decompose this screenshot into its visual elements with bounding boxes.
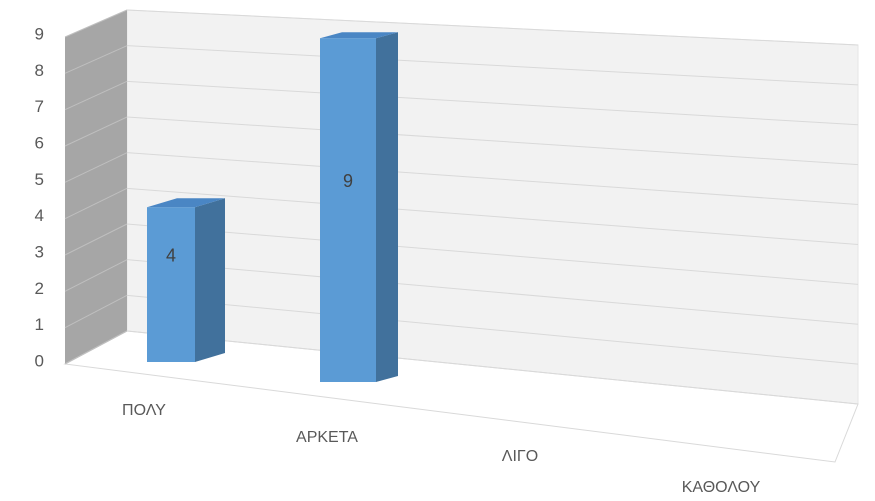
y-tick-label: 7 xyxy=(35,97,44,116)
gridline-back xyxy=(126,294,859,365)
x-category-label: ΛΙΓΟ xyxy=(502,448,538,465)
gridline-back xyxy=(126,223,859,285)
y-axis: 0 1 2 3 4 5 6 7 8 9 xyxy=(35,24,44,370)
gridline-back xyxy=(126,116,859,166)
bar-side-face xyxy=(376,32,398,382)
y-tick-label: 6 xyxy=(35,133,44,152)
gridline-side xyxy=(64,187,128,220)
gridline-back xyxy=(126,259,859,325)
bar-side-face xyxy=(195,198,225,362)
gridline-side xyxy=(64,294,128,329)
gridline-back xyxy=(126,80,859,126)
side-wall xyxy=(65,10,127,364)
y-tick-label: 1 xyxy=(35,315,44,334)
x-category-label: ΚΑΘΟΛΟΥ xyxy=(682,479,761,496)
x-category-label: ΑΡΚΕΤΑ xyxy=(296,429,358,446)
bar-data-label: 9 xyxy=(343,171,353,191)
bar-front-face xyxy=(147,207,195,362)
gridline-side xyxy=(64,45,128,74)
bar-αρκετα: 9 xyxy=(320,32,398,382)
y-tick-label: 9 xyxy=(35,24,44,43)
y-tick-label: 8 xyxy=(35,61,44,80)
bar-data-label: 4 xyxy=(166,245,176,265)
gridline-side xyxy=(64,223,128,256)
y-tick-label: 0 xyxy=(35,351,44,370)
bar-front-face xyxy=(320,38,376,382)
y-tick-label: 5 xyxy=(35,170,44,189)
chart-walls xyxy=(63,9,859,463)
gridline-side xyxy=(64,80,128,111)
y-tick-label: 2 xyxy=(35,279,44,298)
gridline-side xyxy=(64,152,128,183)
gridline-back xyxy=(126,9,859,46)
bar-top-face xyxy=(147,198,225,208)
gridline-side xyxy=(64,259,128,292)
gridlines xyxy=(64,9,859,405)
y-tick-label: 4 xyxy=(35,206,44,225)
x-axis: ΠΟΛΥ ΑΡΚΕΤΑ ΛΙΓΟ ΚΑΘΟΛΟΥ xyxy=(122,402,761,496)
bars: 49 xyxy=(147,32,398,382)
gridline-side xyxy=(64,330,128,365)
gridline-side xyxy=(64,116,128,147)
x-category-label: ΠΟΛΥ xyxy=(122,402,166,419)
bar-πολυ: 4 xyxy=(147,198,225,362)
bar-top-face xyxy=(320,32,398,39)
gridline-back xyxy=(126,330,859,405)
y-tick-label: 3 xyxy=(35,242,44,261)
gridline-side xyxy=(64,9,128,38)
gridline-back xyxy=(126,187,859,245)
gridline-back xyxy=(126,152,859,206)
gridline-back xyxy=(126,45,859,86)
